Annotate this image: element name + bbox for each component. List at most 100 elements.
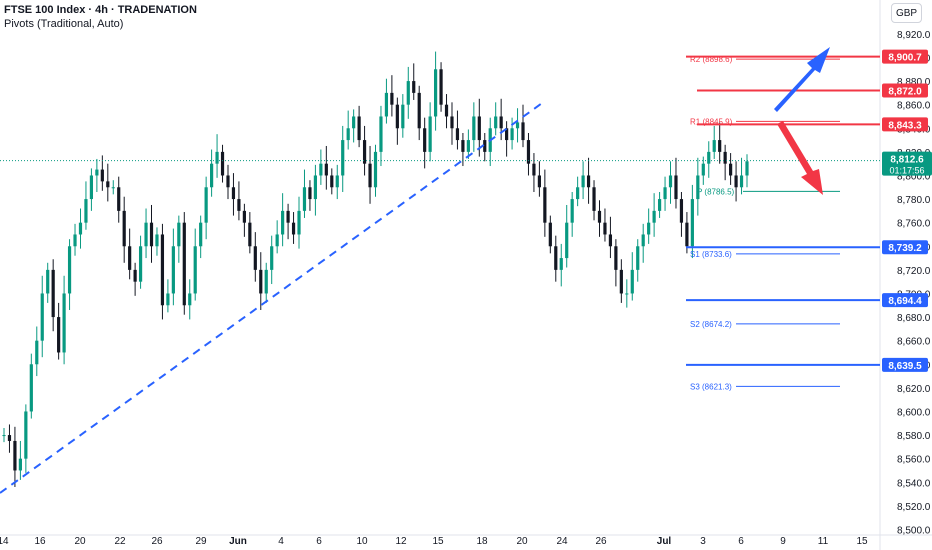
support-value: 8,639.5 (888, 361, 922, 372)
candle-body (379, 116, 383, 152)
candle-body (647, 222, 651, 235)
x-tick-label: Jun (229, 536, 247, 547)
candle-body (7, 435, 12, 441)
candle-body (193, 246, 197, 294)
candle-body (543, 187, 547, 223)
candle-body (712, 140, 716, 152)
x-tick-label: 22 (114, 536, 126, 547)
x-tick-label: 3 (700, 536, 706, 547)
candle-body (171, 246, 175, 294)
x-tick-label: 15 (856, 536, 868, 547)
candle-body (199, 222, 203, 247)
candle-body (188, 293, 192, 306)
last-price-tag (882, 151, 932, 176)
candle-body (603, 222, 607, 235)
candle-body (89, 175, 94, 200)
candle-body (499, 116, 503, 129)
x-tick-label: 14 (0, 536, 9, 547)
candle-body (352, 116, 356, 129)
candle-body (412, 81, 416, 93)
candle-body (565, 222, 569, 259)
candle-body (40, 293, 44, 341)
candle-body (46, 269, 50, 294)
x-tick-label: 11 (818, 536, 829, 547)
candle-body (297, 210, 301, 235)
candle-body (532, 163, 536, 176)
candle-body (466, 140, 470, 152)
symbol-title: FTSE 100 Index · 4h · TRADENATION (4, 4, 197, 16)
candle-body (526, 140, 531, 164)
candle-body (505, 128, 509, 141)
candle-body (439, 69, 443, 105)
x-tick-label: 12 (395, 536, 407, 547)
candle-body (395, 104, 399, 129)
candle-body (144, 222, 148, 247)
candle-body (275, 234, 279, 247)
x-tick-label: 26 (595, 536, 607, 547)
candle-body (625, 293, 629, 295)
candle-body (24, 411, 28, 459)
candle-body (390, 92, 394, 105)
x-tick-label: 29 (195, 536, 207, 547)
candle-body (636, 246, 640, 270)
candle-body (423, 128, 427, 152)
down-arrow-icon (777, 121, 823, 195)
candle-body (57, 317, 61, 353)
candle-body (663, 187, 667, 200)
candle-body (461, 140, 465, 152)
trendline[interactable] (0, 100, 546, 494)
y-tick-label: 8,880.0 (897, 77, 931, 88)
y-tick-label: 8,520.0 (897, 502, 931, 513)
pivot-label: R2 (8898.6) (690, 55, 733, 64)
candle-body (253, 246, 257, 270)
y-tick-label: 8,500.0 (897, 525, 931, 536)
y-tick-label: 8,600.0 (897, 407, 931, 418)
candle-body (685, 222, 689, 247)
support-tag (882, 240, 928, 255)
candle-body (308, 187, 312, 200)
currency-selector[interactable]: GBP (891, 3, 922, 23)
x-tick-label: 20 (74, 536, 86, 547)
candle-body (494, 116, 498, 129)
candle-body (433, 69, 438, 117)
candle-body (160, 234, 165, 306)
candle-body (597, 210, 602, 223)
x-tick-label: 6 (738, 536, 744, 547)
candle-body (73, 234, 77, 247)
candle-body (220, 151, 225, 176)
x-tick-label: 15 (432, 536, 444, 547)
candle-body (67, 246, 72, 294)
x-tick-label: 9 (780, 536, 786, 547)
candle-body (117, 187, 121, 211)
candle-body (537, 175, 541, 188)
y-tick-label: 8,620.0 (897, 384, 931, 395)
candle-body (701, 163, 705, 176)
x-tick-label: 10 (356, 536, 368, 547)
x-tick-label: 20 (516, 536, 528, 547)
x-tick-label: 18 (476, 536, 488, 547)
candle-body (313, 175, 318, 200)
candle-body (100, 169, 104, 182)
candle-body (215, 151, 219, 164)
candle-body (690, 199, 694, 247)
candle-body (346, 128, 350, 141)
candle-body (138, 246, 143, 282)
candle-body (51, 269, 55, 318)
support-tag (882, 293, 928, 308)
candle-body (111, 187, 115, 189)
candle-body (668, 175, 673, 188)
candle-body (78, 222, 83, 235)
candle-body (84, 199, 88, 223)
candle-body (477, 116, 481, 141)
y-tick-label: 8,920.0 (897, 30, 931, 41)
candle-body (515, 122, 520, 129)
candle-body (608, 234, 613, 247)
candle-body (630, 269, 634, 294)
y-tick-label: 8,860.0 (897, 101, 931, 112)
candle-body (302, 187, 307, 211)
resistance-tag (882, 49, 928, 64)
candle-body (554, 246, 558, 270)
candle-body (674, 175, 678, 200)
candle-body (106, 181, 110, 188)
